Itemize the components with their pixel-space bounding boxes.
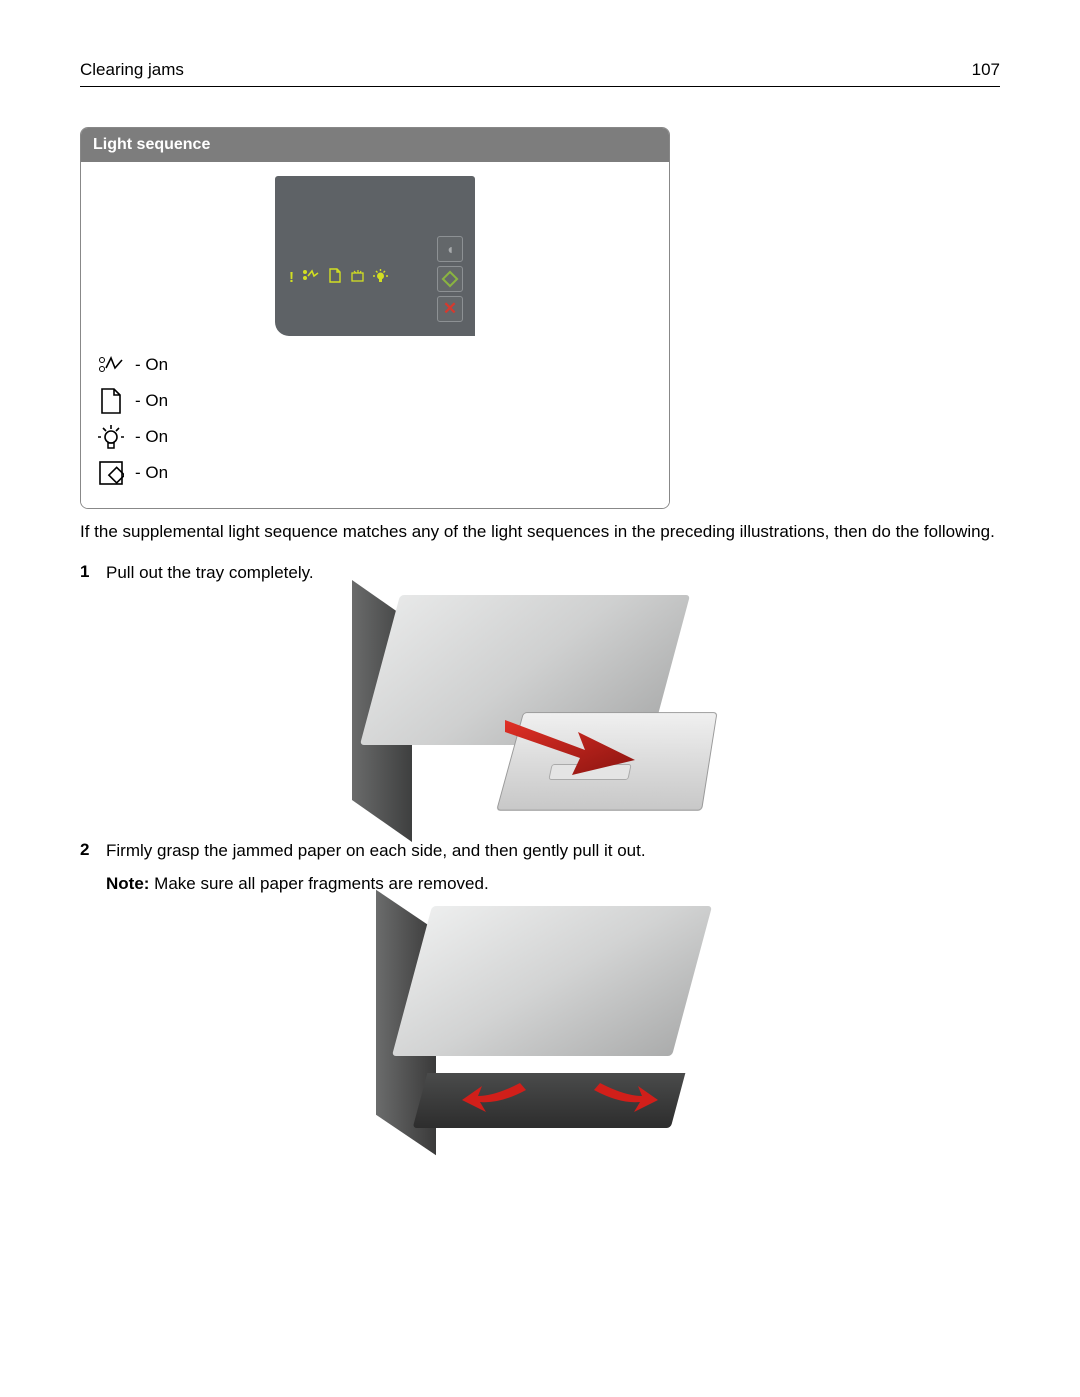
panel-indicator-row: ! — [289, 268, 388, 287]
note-text: Make sure all paper fragments are remove… — [149, 874, 488, 893]
ready-indicator-icon — [97, 422, 125, 452]
paper-icon — [328, 268, 342, 287]
jam-indicator-icon — [97, 350, 125, 380]
step-number: 1 — [80, 562, 96, 585]
light-row-go: - On — [97, 458, 659, 488]
step-number: 2 — [80, 840, 96, 896]
page-number: 107 — [972, 60, 1000, 80]
red-arrow-left-icon — [460, 1078, 530, 1118]
go-indicator-icon — [97, 458, 125, 488]
toner-icon — [350, 268, 365, 287]
illustration-tray-pull — [80, 595, 1000, 820]
light-label: - On — [135, 463, 168, 483]
ready-bulb-icon — [373, 268, 388, 287]
light-sequence-box: Light sequence ◖ ! — [80, 127, 670, 509]
intro-paragraph: If the supplemental light sequence match… — [80, 521, 1000, 544]
red-arrow-icon — [500, 710, 640, 780]
light-status-list: - On - On - On — [91, 350, 659, 488]
sleep-button-icon: ◖ — [437, 236, 463, 262]
light-sequence-body: ◖ ! — [81, 162, 669, 508]
light-label: - On — [135, 391, 168, 411]
light-row-paper: - On — [97, 386, 659, 416]
page-header: Clearing jams 107 — [80, 60, 1000, 87]
section-title: Clearing jams — [80, 60, 184, 80]
red-arrow-right-icon — [590, 1078, 660, 1118]
printer-control-panel: ◖ ! — [275, 176, 475, 336]
go-button-icon — [437, 266, 463, 292]
cancel-button-icon: ✕ — [437, 296, 463, 322]
step-2: 2 Firmly grasp the jammed paper on each … — [80, 840, 1000, 896]
light-sequence-header: Light sequence — [81, 128, 669, 162]
step-text: Firmly grasp the jammed paper on each si… — [106, 840, 646, 863]
light-label: - On — [135, 355, 168, 375]
jam-icon — [302, 268, 320, 287]
step-1: 1 Pull out the tray completely. — [80, 562, 1000, 585]
light-label: - On — [135, 427, 168, 447]
light-row-bulb: - On — [97, 422, 659, 452]
paper-indicator-icon — [97, 386, 125, 416]
light-row-jam: - On — [97, 350, 659, 380]
note-label: Note: — [106, 874, 149, 893]
error-icon: ! — [289, 269, 294, 286]
step-text: Pull out the tray completely. — [106, 562, 314, 585]
illustration-remove-paper — [80, 906, 1000, 1136]
